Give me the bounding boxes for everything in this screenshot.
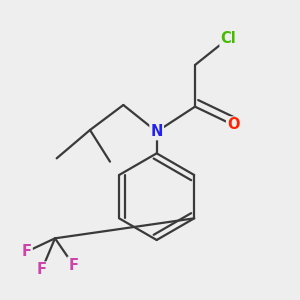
Text: F: F: [22, 244, 32, 259]
Text: Cl: Cl: [220, 31, 236, 46]
Text: F: F: [68, 257, 78, 272]
Text: O: O: [227, 118, 240, 133]
Text: N: N: [151, 124, 163, 139]
Text: F: F: [37, 262, 47, 278]
